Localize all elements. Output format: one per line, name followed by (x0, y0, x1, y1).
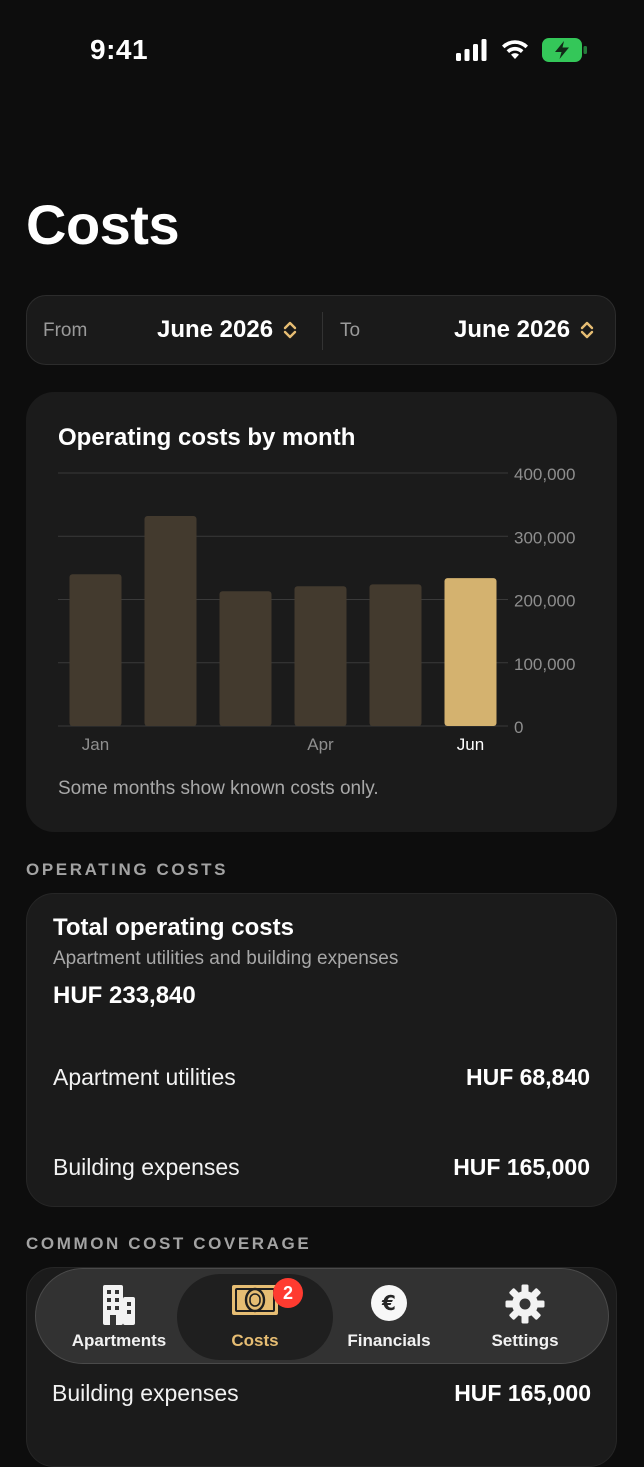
bar-jan (69, 574, 122, 726)
bar-feb (144, 516, 197, 726)
bar-jun (444, 578, 497, 726)
tab-settings-label: Settings (491, 1331, 559, 1350)
y-tick-label: 300,000 (514, 528, 575, 547)
tab-costs-label: Costs (231, 1331, 279, 1350)
coverage-row: Building expenses HUF 165,000 (26, 1376, 617, 1406)
x-tick-label: Jan (82, 735, 109, 754)
status-bar: 9:41 (0, 0, 644, 104)
from-label: From (43, 320, 88, 341)
to-month-selector[interactable]: June 2026 (454, 316, 594, 344)
bar-may (369, 584, 422, 726)
status-icons (456, 38, 588, 62)
apartment-utilities-value: HUF 68,840 (465, 1064, 590, 1090)
to-month-value: June 2026 (454, 316, 571, 343)
building-icon (103, 1285, 135, 1325)
battery-charging-icon (542, 38, 587, 62)
x-tick-label: Jun (457, 735, 484, 754)
page-title: Costs (26, 193, 180, 256)
y-tick-label: 100,000 (514, 655, 575, 674)
banknote-icon (232, 1285, 278, 1315)
tab-bar: Apartments 2 Costs € Financials (35, 1268, 609, 1364)
total-operating-costs-title: Total operating costs (53, 914, 294, 941)
status-time: 9:41 (90, 34, 149, 65)
building-expenses-value: HUF 165,000 (453, 1154, 590, 1180)
coverage-row-label: Building expenses (52, 1380, 239, 1406)
operating-costs-card: Total operating costs Apartment utilitie… (26, 893, 617, 1207)
total-operating-costs-subtitle: Apartment utilities and building expense… (53, 948, 399, 969)
tab-apartments[interactable]: Apartments (51, 1269, 187, 1365)
range-divider (322, 312, 323, 350)
x-tick-label: Apr (307, 735, 334, 754)
chevron-up-down-icon (283, 321, 297, 339)
apartment-utilities-label: Apartment utilities (53, 1064, 236, 1090)
total-operating-costs-value: HUF 233,840 (53, 982, 196, 1009)
operating-costs-chart-card: Operating costs by month 0 100,000 200,000… (26, 392, 617, 832)
tab-apartments-label: Apartments (71, 1331, 167, 1350)
svg-text:€: € (381, 1291, 396, 1315)
tab-financials[interactable]: € Financials (321, 1269, 457, 1365)
tab-financials-label: Financials (347, 1331, 431, 1350)
gear-icon (505, 1284, 545, 1324)
y-tick-label: 200,000 (514, 592, 575, 611)
euro-icon: € (371, 1285, 407, 1321)
coverage-row-value: HUF 165,000 (454, 1380, 591, 1406)
y-tick-label: 0 (514, 718, 523, 737)
bar-mar (219, 591, 272, 726)
building-expenses-label: Building expenses (53, 1154, 240, 1180)
section-header-common-cost-coverage: COMMON COST COVERAGE (26, 1234, 312, 1253)
operating-costs-chart: 0 100,000 200,000 300,000 400,000 Jan Apr Jun (58, 465, 575, 754)
bar-apr (294, 586, 347, 726)
tab-costs[interactable]: 2 Costs (177, 1274, 333, 1360)
chart-title: Operating costs by month (58, 424, 356, 451)
tab-settings[interactable]: Settings (457, 1269, 593, 1365)
chart-note: Some months show known costs only. (58, 778, 379, 799)
to-label: To (340, 320, 361, 341)
from-month-value: June 2026 (157, 316, 274, 343)
costs-badge: 2 (273, 1278, 303, 1308)
chevron-up-down-icon (580, 321, 594, 339)
from-month-selector[interactable]: June 2026 (157, 316, 297, 344)
y-tick-label: 400,000 (514, 465, 575, 484)
wifi-icon (502, 40, 528, 59)
section-header-operating-costs: OPERATING COSTS (26, 860, 229, 879)
signal-icon (456, 39, 487, 61)
date-range-picker: From June 2026 To June 2026 (26, 295, 616, 365)
